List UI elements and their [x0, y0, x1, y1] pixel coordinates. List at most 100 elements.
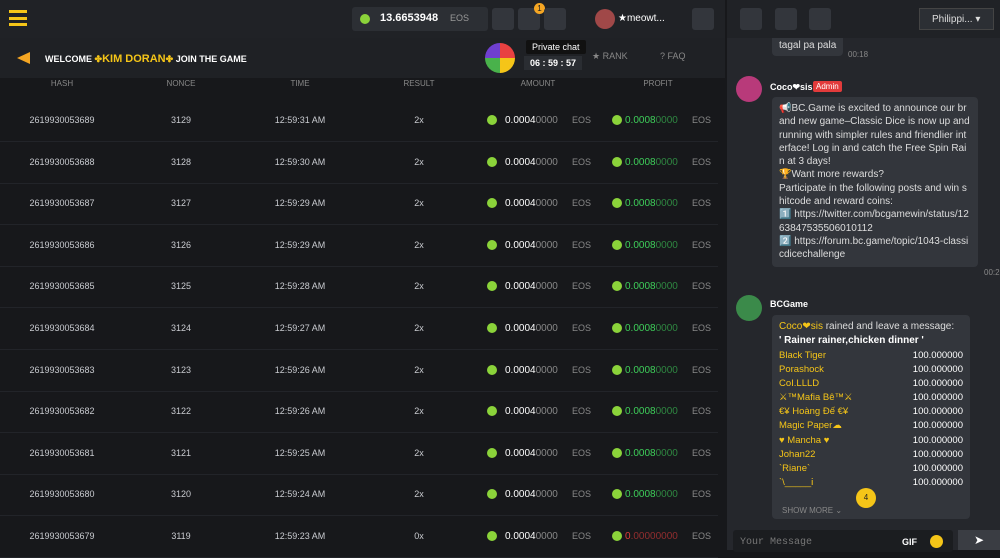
coin-icon [487, 156, 497, 167]
welcome: WELCOME ✤KIM DORAN✤ JOIN THE GAME [45, 53, 247, 65]
rank-link[interactable]: ★ RANK [592, 51, 628, 61]
amount-main: 0.0004 [505, 489, 536, 501]
send-button[interactable]: ➤ [958, 530, 1000, 550]
show-more-label: SHOW MORE [782, 506, 834, 515]
amount-currency: EOS [572, 198, 592, 209]
recipient-name: CoI.LLLD [779, 378, 820, 390]
time: 12:59:31 AM [274, 115, 326, 125]
amount-main: 0.0004 [505, 198, 536, 210]
time: 12:59:27 AM [274, 323, 326, 333]
bet-row: 2619930053680 3120 12:59:24 AM 2x 0.0004 0000… [0, 474, 718, 517]
language-select[interactable]: Philippi... ▾ [919, 8, 994, 30]
wheel-icon[interactable] [485, 43, 515, 73]
hash: 2619930053680 [29, 489, 95, 500]
amount-main: 0.0004 [505, 156, 536, 168]
coin-icon [612, 239, 622, 250]
bet-row: 2619930053683 3123 12:59:26 AM 2x 0.00040000… [0, 350, 718, 392]
nonce: 3124 [170, 323, 192, 333]
faq-link[interactable]: ? FAQ [660, 51, 686, 61]
recipient: `\_____Ꭵ 100.000000 [779, 477, 963, 491]
nonce: 3119 [171, 531, 191, 541]
menu-icon[interactable] [9, 10, 27, 26]
amount: 0.00040000 [505, 157, 565, 168]
rain-line: Coco❤sis rained and leave a message: [779, 321, 963, 332]
profit-main: 0.0008 [625, 239, 656, 251]
emoji-button[interactable] [930, 535, 943, 548]
new-badge[interactable]: 4 [856, 488, 876, 508]
result: 2x [414, 489, 424, 500]
time: 12:59:26 AM [274, 364, 326, 375]
amount-main: 0.0004 [505, 281, 536, 293]
avatar [736, 295, 762, 321]
nonce: 3120 [170, 489, 192, 500]
recipient-name: Johan22 [779, 448, 816, 460]
amount-main: 0.0004 [505, 239, 536, 251]
join-text: JOIN THE GAME [175, 54, 247, 64]
bet-row: 2619930053684 3124 12:59:27 AM 2x 0.00040000… [0, 308, 718, 350]
column-header: NONCE [166, 79, 196, 88]
chat-tab-1[interactable] [740, 8, 762, 30]
show-more[interactable]: SHOW MORE ⌄ [782, 506, 843, 515]
recipient: `Riane` 100.000000 [779, 463, 963, 477]
avatar[interactable] [595, 9, 615, 29]
profit-main: 0.0008 [625, 406, 656, 418]
profit-currency: EOS [692, 239, 712, 250]
gif-button[interactable]: GIF [902, 537, 917, 547]
chat-toggle[interactable] [692, 8, 714, 30]
profit: 0.00080000 [625, 115, 685, 126]
notification-badge: 1 [534, 3, 545, 14]
input-box[interactable] [733, 530, 953, 552]
profit-main: 0.0008 [625, 156, 656, 168]
profit-tail: 0000 [655, 489, 678, 501]
notifications-button[interactable] [518, 8, 540, 30]
profit-currency: EOS [692, 447, 712, 458]
bet-row: 2619930053681 3121 12:59:25 AM 2x 0.00040000… [0, 433, 718, 475]
coin-icon [612, 406, 622, 417]
mail-button[interactable] [544, 8, 566, 30]
username[interactable]: ★meowt... [618, 13, 665, 24]
profit-tail: 0000 [655, 406, 678, 418]
profit-tail: 0000 [655, 198, 678, 210]
chat-tab-2[interactable] [775, 8, 797, 30]
profit-currency: EOS [692, 115, 712, 125]
chat-tab-3[interactable] [809, 8, 831, 30]
result: 2x [414, 198, 424, 209]
coin-icon [360, 14, 370, 24]
result: 2x [414, 364, 424, 375]
amount-currency: EOS [572, 156, 592, 167]
column-header: RESULT [403, 79, 435, 88]
recipient: CoI.LLLD 100.000000 [779, 378, 963, 392]
profit: 0.00080000 [625, 157, 685, 168]
recipient: Black Tiger 100.000000 [779, 350, 963, 364]
hash: 2619930053684 [29, 323, 95, 333]
amount-currency: EOS [572, 364, 592, 375]
banner [0, 38, 725, 78]
balance-box[interactable] [352, 7, 488, 31]
time: 12:59:25 AM [274, 447, 326, 458]
hash: 2619930053686 [29, 239, 95, 250]
bet-row: 2619930053682 3122 12:59:26 AM 2x 0.00040000… [0, 391, 718, 434]
amount: 0.00040000 [505, 531, 565, 542]
profit-currency: EOS [692, 406, 712, 417]
profit-main: 0.0008 [625, 323, 656, 334]
amount-main: 0.0004 [505, 447, 536, 459]
coin-icon [612, 447, 622, 458]
amount-tail: 0000 [535, 198, 558, 210]
wallet-button[interactable] [492, 8, 514, 30]
coin-icon [612, 281, 622, 292]
coin-icon [487, 406, 497, 417]
amount-main: 0.0004 [505, 406, 536, 418]
input-placeholder: Your Message [740, 537, 813, 548]
bet-row: 2619930053687 3127 12:59:29 AM 2x 0.00040000… [0, 183, 718, 226]
recipient: €¥ Hoàng Đế €¥ 100.000000 [779, 406, 963, 420]
coin-icon [487, 323, 497, 333]
profit-currency: EOS [692, 531, 712, 541]
nonce: 3125 [170, 281, 192, 292]
coin-icon [612, 489, 622, 500]
bet-row: 2619930053686 3126 12:59:29 AM 2x 0.00040000… [0, 225, 718, 267]
time: 12:59:24 AM [274, 489, 326, 500]
profit-currency: EOS [692, 198, 712, 209]
recipient-amount: 100.000000 [912, 350, 963, 361]
recipient-name: Black Tiger [779, 350, 826, 361]
